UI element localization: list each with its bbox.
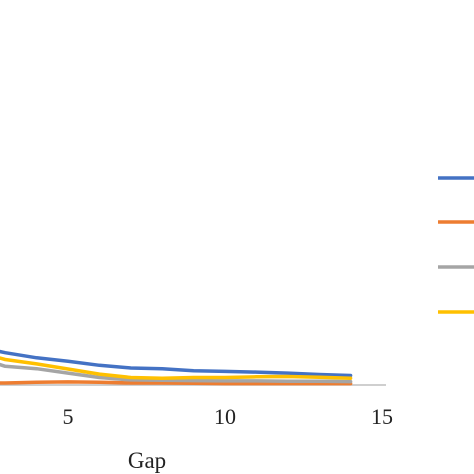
x-tick-label: 15 (371, 404, 393, 429)
series-line-4 (0, 356, 353, 380)
x-axis-title: Gap (128, 448, 166, 473)
series-layer (0, 349, 353, 386)
series-line-1 (0, 349, 353, 378)
x-tick-labels: 5 10 15 (63, 404, 394, 429)
x-tick-label: 10 (214, 404, 236, 429)
x-tick-label: 5 (63, 404, 74, 429)
series-line-3 (0, 362, 353, 384)
legend (438, 176, 474, 314)
series-line-2 (0, 380, 353, 386)
